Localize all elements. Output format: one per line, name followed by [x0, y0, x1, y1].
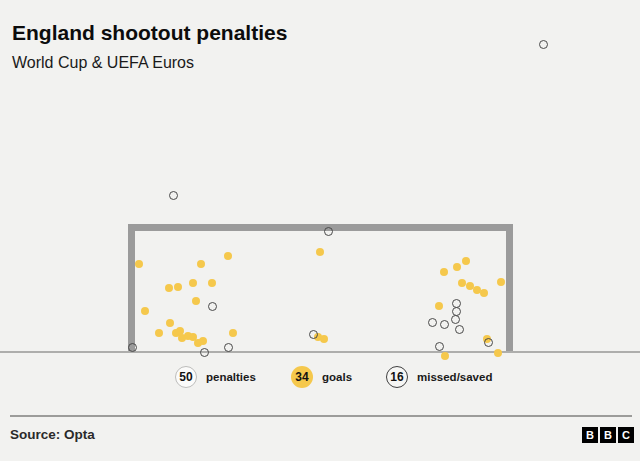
chart-canvas: England shootout penalties World Cup & U… — [0, 0, 640, 461]
penalty-dot-goal — [224, 252, 232, 260]
penalty-dot-missed — [200, 348, 209, 357]
legend-label-goals: goals — [322, 371, 352, 383]
penalty-dot-missed — [428, 318, 437, 327]
penalty-dot-missed — [224, 343, 233, 352]
penalty-dot-missed — [451, 315, 460, 324]
bbc-logo: B B C — [582, 427, 634, 443]
penalty-dot-goal — [441, 352, 449, 360]
footer-divider — [10, 415, 632, 417]
penalty-dot-missed — [208, 302, 217, 311]
penalty-dot-goal — [199, 337, 207, 345]
ground-line — [0, 351, 640, 353]
legend-label-penalties: penalties — [206, 371, 256, 383]
page-subtitle: World Cup & UEFA Euros — [12, 54, 194, 72]
penalty-dot-missed — [309, 330, 318, 339]
bbc-logo-letter: B — [600, 427, 616, 443]
penalty-dot-missed — [435, 342, 444, 351]
legend-item-missed: 16 missed/saved — [386, 366, 492, 388]
penalty-dot-goal — [141, 307, 149, 315]
penalty-dot-goal — [458, 279, 466, 287]
penalty-dot-goal — [229, 329, 237, 337]
page-title: England shootout penalties — [12, 21, 287, 45]
penalty-dot-goal — [135, 260, 143, 268]
legend-circle-goals: 34 — [291, 366, 313, 388]
penalty-dot-goal — [320, 335, 328, 343]
penalty-dot-goal — [497, 278, 505, 286]
penalty-dot-missed — [539, 40, 548, 49]
penalty-dot-goal — [192, 297, 200, 305]
penalty-dot-missed — [440, 320, 449, 329]
legend-item-goals: 34 goals — [291, 366, 352, 388]
legend-circle-missed: 16 — [386, 366, 408, 388]
penalty-dot-missed — [128, 343, 137, 352]
legend-label-missed: missed/saved — [417, 371, 492, 383]
source-label: Source: Opta — [10, 427, 95, 442]
bbc-logo-letter: B — [582, 427, 598, 443]
penalty-dot-goal — [155, 329, 163, 337]
penalty-dot-missed — [455, 325, 464, 334]
penalty-dot-goal — [189, 279, 197, 287]
penalty-dot-goal — [480, 289, 488, 297]
legend-circle-penalties: 50 — [175, 366, 197, 388]
penalty-dot-goal — [435, 302, 443, 310]
penalty-dot-goal — [440, 268, 448, 276]
penalty-dot-goal — [494, 349, 502, 357]
penalty-dot-goal — [174, 283, 182, 291]
penalty-dot-goal — [316, 248, 324, 256]
penalty-dot-goal — [208, 279, 216, 287]
penalty-dot-goal — [165, 284, 173, 292]
penalty-dot-goal — [166, 319, 174, 327]
penalty-dot-missed — [484, 338, 493, 347]
bbc-logo-letter: C — [618, 427, 634, 443]
penalty-dot-missed — [324, 227, 333, 236]
penalty-dot-goal — [462, 257, 470, 265]
penalty-dot-missed — [169, 191, 178, 200]
legend-item-penalties: 50 penalties — [175, 366, 256, 388]
penalty-dot-goal — [197, 260, 205, 268]
penalty-dot-goal — [453, 263, 461, 271]
